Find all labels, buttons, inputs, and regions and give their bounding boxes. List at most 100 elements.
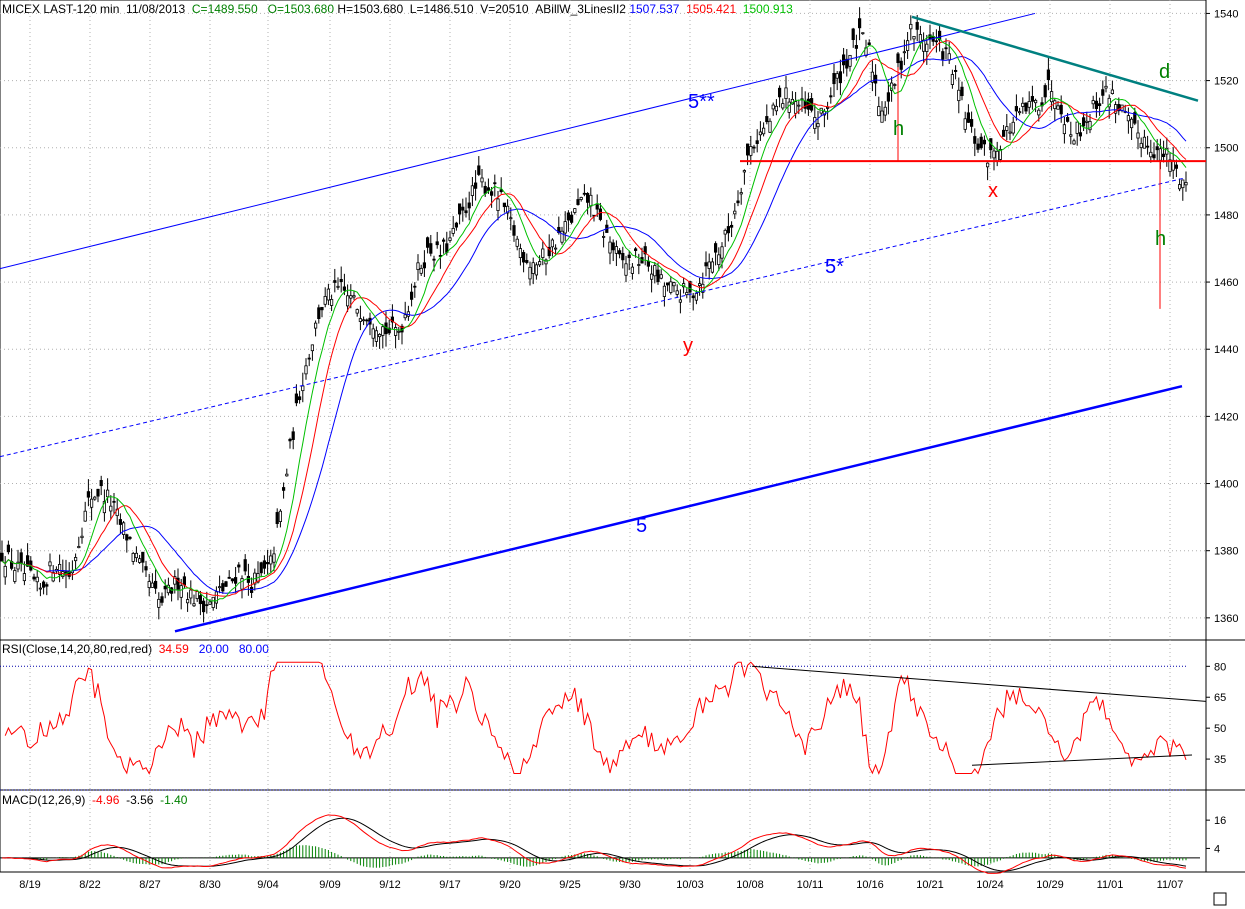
candle-body bbox=[1008, 131, 1012, 134]
candle-body bbox=[614, 246, 619, 254]
candle-body bbox=[1021, 102, 1025, 107]
candle-body bbox=[656, 269, 660, 283]
candle-body bbox=[976, 143, 980, 150]
plot-frame bbox=[0, 0, 1207, 873]
candle-body bbox=[297, 396, 302, 401]
candle-body bbox=[131, 553, 135, 562]
candle-body bbox=[80, 535, 84, 539]
candle-body bbox=[173, 576, 177, 585]
line1-value: 1507.537 bbox=[629, 2, 680, 16]
candle-body bbox=[691, 295, 695, 299]
candle-body bbox=[621, 252, 625, 261]
candle-body bbox=[1162, 153, 1166, 158]
candle-body bbox=[896, 53, 900, 64]
candle-body bbox=[582, 192, 587, 195]
candle-body bbox=[1142, 136, 1146, 149]
candle-body bbox=[534, 264, 539, 276]
candle-body bbox=[320, 306, 324, 311]
candle-body bbox=[464, 210, 468, 214]
candle-body bbox=[1155, 146, 1159, 151]
candle-body bbox=[749, 146, 753, 156]
candle-body bbox=[19, 552, 23, 564]
candle-body bbox=[669, 281, 673, 293]
candle-body bbox=[109, 505, 113, 512]
h2: h bbox=[1155, 228, 1166, 250]
candle-body bbox=[246, 575, 250, 583]
candle-body bbox=[566, 212, 571, 221]
candle-body bbox=[538, 261, 542, 266]
candle-body bbox=[848, 54, 852, 67]
candle-body bbox=[1101, 89, 1105, 96]
candle-body bbox=[688, 281, 692, 293]
candle-body bbox=[1104, 85, 1108, 89]
candle-body bbox=[752, 146, 756, 149]
ma-red-line bbox=[1, 40, 1187, 597]
candle-body bbox=[774, 105, 779, 112]
candle-body bbox=[102, 501, 106, 514]
candle-body bbox=[771, 104, 775, 110]
close-value: C=1489.550 bbox=[191, 2, 258, 16]
candle-body bbox=[512, 225, 516, 236]
open-value: O=1503.680 bbox=[267, 2, 335, 16]
candle-body bbox=[1027, 101, 1031, 108]
candle-body bbox=[86, 491, 90, 498]
candle-body bbox=[659, 274, 663, 279]
candle-body bbox=[45, 584, 49, 587]
candle-body bbox=[912, 35, 916, 40]
candle-body bbox=[739, 192, 743, 195]
price-header: MICEX LAST-120 min 11/08/2013 C=1489.550… bbox=[2, 2, 793, 16]
candle-body bbox=[586, 193, 590, 203]
candle-body bbox=[1053, 100, 1057, 109]
candle-body bbox=[457, 203, 462, 215]
candle-body bbox=[345, 295, 350, 307]
x-tick-label: 9/17 bbox=[439, 879, 460, 891]
candle-body bbox=[467, 202, 471, 209]
candle-body bbox=[765, 116, 769, 123]
candle-body bbox=[730, 224, 734, 228]
candle-body bbox=[118, 519, 122, 525]
candle-body bbox=[1030, 96, 1034, 102]
candle-body bbox=[269, 555, 273, 565]
candle-body bbox=[694, 293, 699, 301]
candle-body bbox=[858, 18, 862, 29]
candle-body bbox=[627, 254, 631, 259]
candle-body bbox=[874, 74, 878, 84]
candle-body bbox=[477, 165, 481, 175]
candle-body bbox=[192, 603, 196, 607]
candle-body bbox=[233, 577, 238, 584]
candle-body bbox=[794, 101, 798, 114]
candle-body bbox=[998, 149, 1003, 160]
candle-body bbox=[281, 487, 286, 491]
candle-body bbox=[1117, 104, 1121, 112]
candle-body bbox=[1098, 103, 1102, 107]
candle-body bbox=[208, 601, 212, 605]
x-tick-label: 10/21 bbox=[916, 879, 944, 891]
high-value: H=1503.680 bbox=[337, 2, 404, 16]
candle-body bbox=[416, 262, 420, 270]
candle-body bbox=[598, 208, 603, 220]
x-tick-label: 9/30 bbox=[619, 879, 640, 891]
candle-body bbox=[185, 599, 190, 604]
candle-body bbox=[1034, 99, 1038, 104]
rsi-line bbox=[4, 661, 1187, 775]
candle-body bbox=[483, 185, 487, 194]
candle-body bbox=[918, 34, 923, 44]
candle-body bbox=[1114, 104, 1118, 114]
y-tick-label: 1520 bbox=[1214, 76, 1238, 88]
candle-body bbox=[90, 498, 94, 508]
candle-body bbox=[1062, 124, 1066, 135]
candle-body bbox=[813, 117, 817, 130]
candle-body bbox=[358, 318, 363, 322]
candle-body bbox=[106, 489, 110, 498]
candle-body bbox=[1046, 69, 1050, 80]
candle-body bbox=[742, 170, 747, 173]
candle-body bbox=[803, 100, 807, 109]
candle-body bbox=[826, 107, 830, 109]
candle-body bbox=[563, 221, 567, 234]
candle-body bbox=[435, 241, 439, 246]
candle-body bbox=[762, 127, 766, 135]
candle-body bbox=[403, 314, 407, 319]
candle-body bbox=[74, 557, 78, 562]
candle-body bbox=[285, 473, 289, 477]
candle-body bbox=[906, 40, 910, 51]
